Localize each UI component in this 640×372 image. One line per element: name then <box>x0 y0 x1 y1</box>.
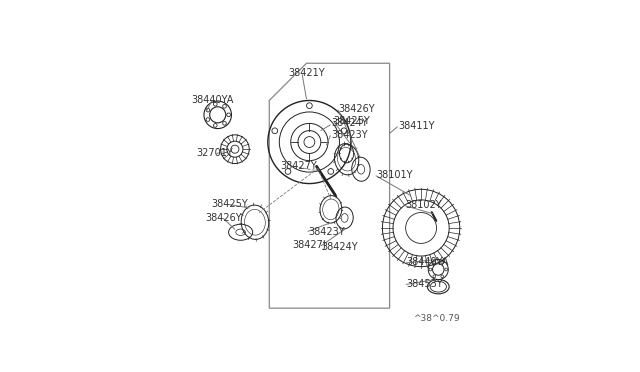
Text: 38440YA: 38440YA <box>407 257 449 267</box>
Text: 38427Y: 38427Y <box>281 161 317 171</box>
Text: 38101Y: 38101Y <box>377 170 413 180</box>
Text: 38426Y: 38426Y <box>338 104 374 114</box>
Text: 38411Y: 38411Y <box>398 121 435 131</box>
Text: 38453Y: 38453Y <box>407 279 444 289</box>
Text: 38102Y: 38102Y <box>405 200 442 210</box>
Text: 38440YA: 38440YA <box>191 96 234 106</box>
Text: 38425Y: 38425Y <box>211 199 248 209</box>
Text: 38427J: 38427J <box>292 240 326 250</box>
Text: 38423Y: 38423Y <box>308 227 344 237</box>
Text: 32701Y: 32701Y <box>196 148 233 158</box>
Text: 38426Y: 38426Y <box>205 213 241 223</box>
Text: 38424Y: 38424Y <box>331 118 367 128</box>
Text: 38423Y: 38423Y <box>331 130 367 140</box>
Text: 38424Y: 38424Y <box>322 241 358 251</box>
Text: ^38^0.79: ^38^0.79 <box>413 314 460 323</box>
Text: 38425Y: 38425Y <box>333 116 371 125</box>
Text: 38421Y: 38421Y <box>288 68 324 78</box>
